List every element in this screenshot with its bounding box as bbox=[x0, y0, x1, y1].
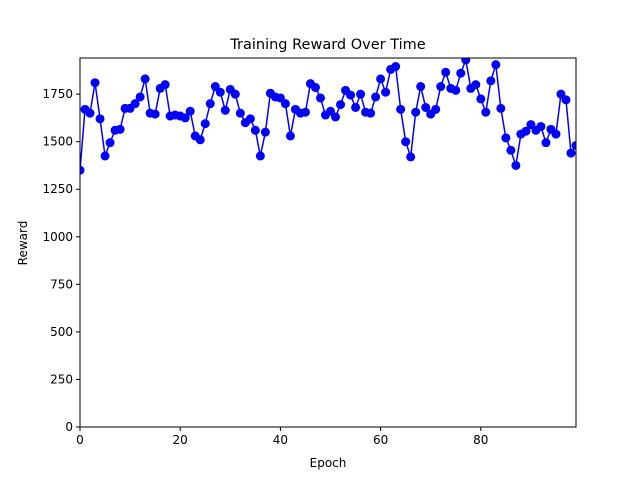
x-axis: 0 20 40 60 80 bbox=[76, 427, 488, 447]
data-point bbox=[255, 151, 265, 161]
series-group bbox=[80, 58, 576, 175]
data-point bbox=[215, 87, 225, 97]
data-point bbox=[496, 103, 506, 113]
data-point bbox=[391, 62, 401, 72]
y-tick-label: 750 bbox=[50, 277, 73, 291]
data-point bbox=[336, 100, 346, 110]
data-point bbox=[491, 60, 501, 70]
data-point bbox=[205, 99, 215, 109]
data-point bbox=[521, 126, 531, 136]
data-point bbox=[346, 90, 356, 100]
data-point bbox=[431, 104, 441, 114]
data-point bbox=[501, 133, 511, 143]
data-point bbox=[100, 151, 110, 161]
data-point bbox=[235, 108, 245, 118]
data-point bbox=[230, 89, 240, 99]
y-axis: 0 250 500 750 1000 1250 1500 1750 bbox=[42, 87, 80, 434]
data-point bbox=[185, 106, 195, 116]
data-point bbox=[506, 145, 516, 155]
data-point bbox=[441, 67, 451, 77]
data-point bbox=[471, 80, 481, 90]
data-point bbox=[310, 82, 320, 92]
data-point bbox=[566, 148, 576, 158]
data-point bbox=[401, 137, 411, 147]
data-point bbox=[436, 82, 446, 92]
x-axis-title: Epoch bbox=[310, 456, 347, 470]
data-point bbox=[486, 76, 496, 86]
data-point bbox=[416, 82, 426, 92]
data-point bbox=[511, 160, 521, 170]
data-point bbox=[421, 102, 431, 112]
y-tick-label: 1500 bbox=[42, 135, 73, 149]
data-point bbox=[356, 89, 366, 99]
data-point bbox=[150, 109, 160, 119]
data-point bbox=[260, 127, 270, 137]
data-point bbox=[351, 102, 361, 112]
data-point bbox=[371, 92, 381, 102]
data-point bbox=[280, 99, 290, 109]
data-point bbox=[381, 87, 391, 97]
data-point bbox=[481, 107, 491, 117]
x-tick-label: 40 bbox=[273, 433, 288, 447]
data-point bbox=[476, 94, 486, 104]
data-point bbox=[406, 152, 416, 162]
data-point bbox=[331, 112, 341, 122]
data-point bbox=[85, 108, 95, 118]
y-tick-label: 1000 bbox=[42, 230, 73, 244]
data-point bbox=[396, 104, 406, 114]
data-point bbox=[160, 80, 170, 90]
data-point bbox=[461, 58, 471, 65]
data-point bbox=[95, 114, 105, 124]
data-point bbox=[411, 107, 421, 117]
data-point bbox=[250, 125, 260, 135]
data-point bbox=[451, 85, 461, 95]
data-point bbox=[551, 129, 561, 139]
data-point bbox=[376, 74, 386, 84]
plot-frame bbox=[79, 57, 577, 428]
y-tick-label: 0 bbox=[65, 420, 73, 434]
plot-area bbox=[80, 58, 576, 175]
data-point bbox=[135, 92, 145, 102]
data-point bbox=[300, 107, 310, 117]
data-point bbox=[366, 108, 376, 118]
data-point bbox=[105, 138, 115, 148]
data-point bbox=[195, 135, 205, 145]
data-point bbox=[140, 74, 150, 84]
data-point bbox=[536, 121, 546, 131]
x-tick-label: 20 bbox=[173, 433, 188, 447]
data-point bbox=[130, 99, 140, 109]
data-point bbox=[90, 78, 100, 88]
data-point bbox=[285, 131, 295, 141]
x-tick-label: 80 bbox=[473, 433, 488, 447]
data-point bbox=[180, 113, 190, 123]
y-tick-label: 250 bbox=[50, 372, 73, 386]
data-point bbox=[220, 105, 230, 115]
data-point bbox=[245, 114, 255, 124]
data-point bbox=[80, 165, 85, 175]
data-point bbox=[315, 93, 325, 103]
y-axis-title: Reward bbox=[16, 221, 30, 266]
x-tick-label: 60 bbox=[373, 433, 388, 447]
data-point bbox=[541, 138, 551, 148]
data-point bbox=[456, 68, 466, 78]
data-point bbox=[561, 95, 571, 105]
chart-title: Training Reward Over Time bbox=[229, 37, 425, 53]
y-tick-label: 1750 bbox=[42, 87, 73, 101]
data-point bbox=[115, 124, 125, 134]
data-point bbox=[571, 140, 576, 150]
data-point bbox=[200, 119, 210, 129]
y-tick-label: 500 bbox=[50, 325, 73, 339]
x-tick-label: 0 bbox=[76, 433, 84, 447]
y-tick-label: 1250 bbox=[42, 182, 73, 196]
